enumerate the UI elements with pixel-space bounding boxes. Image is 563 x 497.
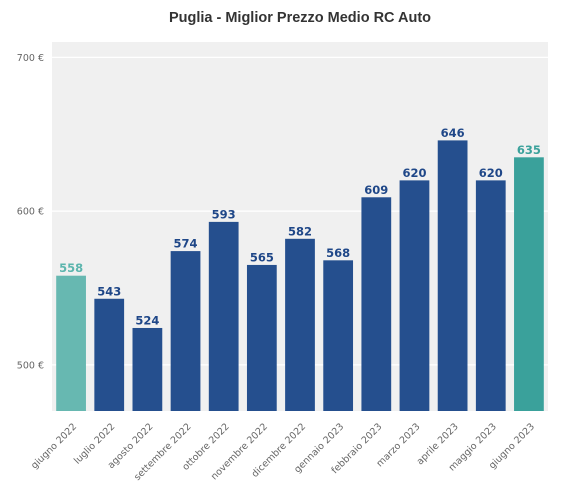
- data-label: 524: [135, 313, 159, 327]
- bar: [285, 238, 315, 411]
- data-label: 574: [174, 237, 198, 251]
- bar: [246, 264, 277, 411]
- data-labels: 558 543 524 574 593 565 582 568 609 620 646 620 635: [59, 126, 541, 328]
- bar: [514, 157, 544, 411]
- data-label: 568: [326, 246, 350, 260]
- y-tick-label: 600 €: [17, 207, 44, 218]
- data-label: 582: [288, 224, 312, 238]
- data-label: 609: [364, 183, 388, 197]
- bar: [437, 140, 468, 411]
- y-axis: 500 € 600 € 700 €: [17, 53, 44, 372]
- data-label: 620: [479, 166, 503, 180]
- bar: [94, 298, 125, 411]
- x-tick-label: giugno 2022: [29, 421, 79, 471]
- bar: [132, 327, 163, 411]
- data-label: 646: [441, 126, 465, 140]
- data-label: 620: [402, 166, 426, 180]
- bar: [399, 180, 430, 411]
- data-label: 558: [59, 261, 83, 275]
- data-label: 593: [212, 207, 236, 221]
- bar: [170, 251, 201, 411]
- y-tick-label: 500 €: [17, 360, 44, 371]
- bar: [323, 260, 354, 411]
- bar: [475, 180, 506, 411]
- data-label: 635: [517, 143, 541, 157]
- bar: [208, 221, 239, 411]
- bar: [361, 197, 392, 411]
- y-tick-label: 700 €: [17, 53, 44, 64]
- chart-title: Puglia - Miglior Prezzo Medio RC Auto: [169, 10, 431, 26]
- data-label: 565: [250, 250, 274, 264]
- bars: [56, 140, 544, 411]
- bar: [56, 275, 86, 411]
- data-label: 543: [97, 284, 121, 298]
